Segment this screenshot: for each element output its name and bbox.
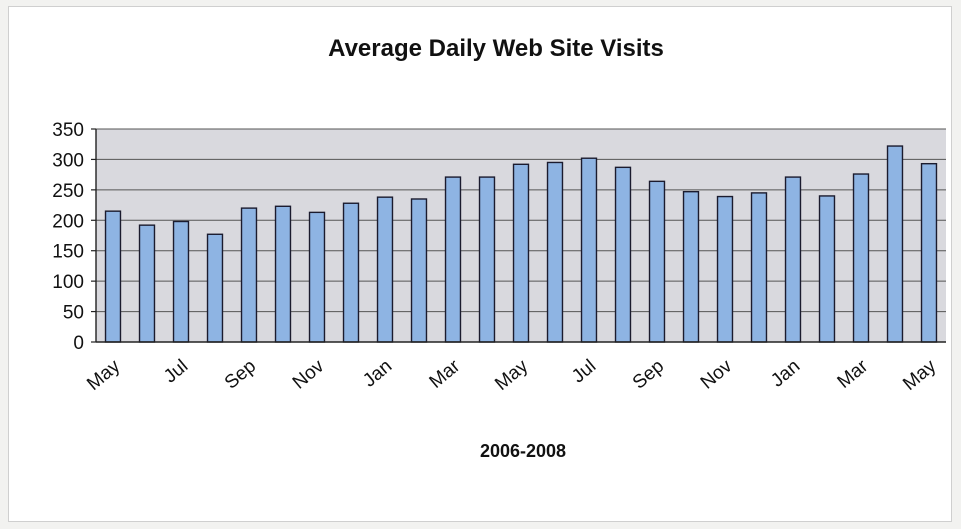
y-tick-label: 50 bbox=[63, 303, 84, 324]
x-axis-label: 2006-2008 bbox=[480, 441, 566, 461]
chart-frame: Average Daily Web Site Visits 0 50 100 150 2… bbox=[8, 6, 952, 522]
bar-chart: Average Daily Web Site Visits 0 50 100 150 2… bbox=[52, 35, 946, 461]
bar bbox=[206, 233, 224, 343]
x-tick-label: Nov bbox=[697, 355, 737, 393]
bar bbox=[172, 220, 190, 343]
x-tick-label: May bbox=[899, 355, 940, 394]
x-tick-label: Jan bbox=[359, 356, 396, 392]
x-tick-labels: May Jul Sep Nov Jan Mar May Jul Sep Nov Jan Mar May bbox=[83, 355, 940, 395]
bar bbox=[308, 211, 326, 343]
y-tick-label: 350 bbox=[52, 120, 84, 141]
bar bbox=[784, 176, 802, 343]
y-tick-label: 200 bbox=[52, 211, 84, 232]
y-tick-label: 300 bbox=[52, 150, 84, 171]
bar bbox=[648, 180, 666, 343]
bar bbox=[682, 190, 700, 343]
bar bbox=[240, 207, 258, 343]
bars bbox=[104, 145, 938, 343]
bar bbox=[818, 195, 836, 343]
chart-title: Average Daily Web Site Visits bbox=[328, 35, 664, 62]
bar bbox=[920, 162, 938, 343]
y-tick-label: 250 bbox=[52, 181, 84, 202]
bar bbox=[478, 176, 496, 343]
bar bbox=[546, 161, 564, 343]
bar bbox=[716, 195, 734, 343]
bar bbox=[342, 202, 360, 343]
y-tick-label: 0 bbox=[73, 333, 84, 354]
bar bbox=[138, 224, 156, 343]
x-tick-label: May bbox=[491, 355, 532, 394]
x-tick-label: Jul bbox=[568, 356, 600, 388]
x-tick-label: Jul bbox=[160, 356, 192, 388]
y-tick-label: 100 bbox=[52, 272, 84, 293]
y-tick-label: 150 bbox=[52, 242, 84, 263]
x-tick-label: Nov bbox=[289, 355, 329, 393]
x-tick-label: May bbox=[83, 355, 124, 394]
x-tick-label: Mar bbox=[426, 355, 465, 393]
x-tick-label: Mar bbox=[834, 355, 873, 393]
bar bbox=[274, 205, 292, 343]
bar bbox=[614, 166, 632, 343]
x-tick-label: Jan bbox=[767, 356, 804, 392]
bar bbox=[410, 198, 428, 343]
bar bbox=[104, 210, 122, 343]
bar bbox=[376, 196, 394, 343]
bar bbox=[886, 145, 904, 343]
y-tick-labels: 0 50 100 150 200 250 300 350 bbox=[52, 120, 84, 354]
bar bbox=[512, 163, 530, 343]
bar bbox=[444, 176, 462, 343]
x-tick-label: Sep bbox=[629, 356, 668, 394]
bar bbox=[852, 173, 870, 343]
axes bbox=[91, 128, 946, 343]
bar bbox=[580, 157, 598, 343]
x-tick-label: Sep bbox=[221, 356, 260, 394]
bar bbox=[750, 192, 768, 343]
